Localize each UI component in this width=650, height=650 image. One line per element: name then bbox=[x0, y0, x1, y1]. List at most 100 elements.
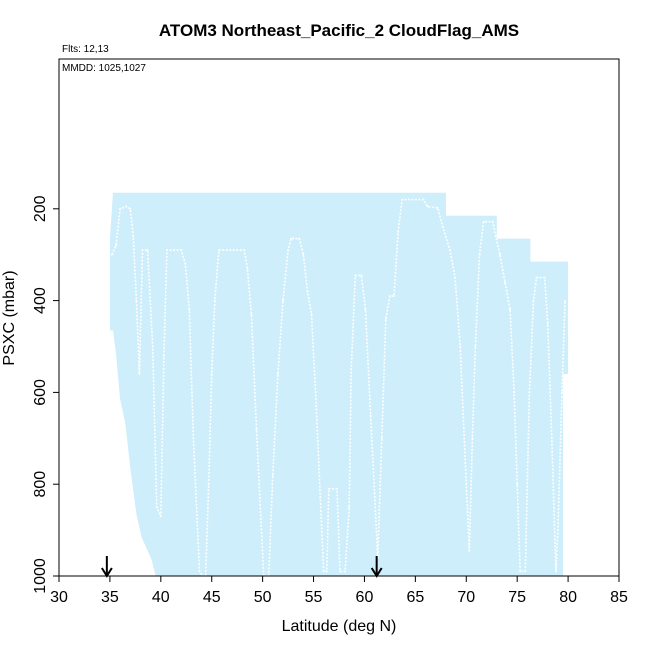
y-tick-label: 1000 bbox=[32, 558, 49, 594]
trace-point bbox=[125, 205, 128, 208]
trace-point bbox=[494, 235, 497, 238]
trace-point bbox=[561, 391, 563, 394]
dates-annotation: MMDD: 1025,1027 bbox=[62, 63, 146, 74]
x-axis: 30 35 40 45 50 55 60 65 70 75 80 85 bbox=[50, 575, 628, 606]
trace-point bbox=[339, 570, 341, 573]
trace-point bbox=[198, 570, 201, 573]
trace-point bbox=[348, 506, 351, 508]
chart-title: ATOM3 Northeast_Pacific_2 CloudFlag_AMS bbox=[159, 21, 519, 40]
trace-point bbox=[449, 249, 451, 252]
x-tick-label: 80 bbox=[559, 589, 577, 606]
trace-point bbox=[344, 570, 346, 573]
x-tick-label: 85 bbox=[610, 589, 628, 606]
y-tick-label: 400 bbox=[32, 287, 49, 314]
trace-point bbox=[271, 474, 274, 476]
trace-point bbox=[155, 506, 158, 508]
trace-point bbox=[180, 249, 183, 252]
trace-point bbox=[543, 276, 546, 279]
trace-point bbox=[471, 437, 474, 440]
trace-point bbox=[141, 249, 144, 252]
trace-point bbox=[482, 220, 485, 223]
trace-point bbox=[119, 207, 121, 210]
trace-point bbox=[336, 487, 338, 490]
trace-point bbox=[397, 230, 399, 233]
trace-point bbox=[243, 249, 246, 252]
trace-point bbox=[218, 249, 220, 252]
trace-point bbox=[422, 198, 425, 201]
flight-trace-group bbox=[111, 198, 566, 577]
x-axis-label: Latitude (deg N) bbox=[282, 618, 397, 635]
trace-point bbox=[210, 373, 213, 375]
trace-point bbox=[290, 237, 292, 240]
arrow-head bbox=[101, 567, 113, 578]
x-tick-label: 50 bbox=[254, 589, 272, 606]
trace-point bbox=[277, 373, 279, 375]
trace-point bbox=[360, 274, 363, 277]
trace-point bbox=[393, 295, 395, 297]
trace-point bbox=[454, 276, 456, 279]
trace-point bbox=[463, 437, 466, 440]
trace-point bbox=[350, 368, 353, 371]
trace-point bbox=[246, 267, 249, 270]
trace-point bbox=[499, 253, 501, 256]
x-tick-label: 65 bbox=[406, 589, 424, 606]
y-axis: 200 400 600 800 1000 bbox=[32, 195, 60, 594]
x-tick-label: 40 bbox=[152, 589, 170, 606]
trace-point bbox=[513, 391, 515, 394]
trace-point bbox=[426, 205, 429, 208]
trace-point bbox=[166, 249, 168, 252]
trace-point bbox=[474, 345, 477, 348]
trace-point bbox=[555, 570, 557, 573]
trace-point bbox=[163, 354, 165, 357]
trace-point bbox=[287, 249, 289, 252]
x-tick-label: 70 bbox=[457, 589, 475, 606]
trace-point bbox=[115, 244, 117, 247]
trace-point bbox=[468, 549, 471, 552]
trace-point bbox=[310, 313, 313, 316]
trace-point bbox=[302, 253, 305, 256]
trace-point bbox=[325, 570, 328, 573]
y-axis-label: PSXC (mbar) bbox=[1, 270, 18, 365]
trace-point bbox=[532, 299, 535, 302]
trace-point bbox=[380, 437, 383, 440]
trace-point bbox=[389, 295, 391, 297]
arrow-markers bbox=[101, 556, 383, 578]
trace-point bbox=[564, 299, 566, 302]
trace-point bbox=[546, 322, 549, 325]
trace-point bbox=[528, 391, 531, 394]
trace-point bbox=[401, 198, 403, 201]
trace-point bbox=[213, 299, 216, 302]
trace-point bbox=[151, 345, 154, 348]
trace-point bbox=[459, 345, 462, 348]
trace-point bbox=[184, 263, 187, 265]
trace-point bbox=[436, 207, 439, 209]
sampled-region-fill bbox=[109, 192, 569, 576]
trace-point bbox=[314, 391, 317, 394]
trace-point bbox=[207, 483, 210, 486]
trace-point bbox=[298, 237, 301, 240]
trace-point bbox=[557, 529, 559, 531]
trace-point bbox=[306, 290, 309, 293]
trace-point bbox=[369, 414, 372, 417]
trace-point bbox=[319, 506, 322, 508]
x-tick-label: 35 bbox=[101, 589, 119, 606]
trace-point bbox=[519, 570, 522, 573]
x-tick-label: 75 bbox=[508, 589, 526, 606]
trace-point bbox=[322, 570, 325, 573]
trace-point bbox=[192, 437, 195, 440]
sampled-region-group bbox=[109, 192, 569, 576]
trace-point bbox=[327, 487, 330, 490]
y-tick-label: 800 bbox=[32, 471, 49, 498]
trace-point bbox=[364, 308, 367, 311]
trace-point bbox=[282, 299, 284, 302]
y-tick-label: 200 bbox=[32, 195, 49, 222]
trace-point bbox=[550, 437, 553, 440]
trace-point bbox=[159, 515, 162, 518]
trace-point bbox=[384, 318, 387, 320]
trace-point bbox=[442, 226, 444, 229]
arrow-head bbox=[370, 567, 383, 578]
y-tick-label: 600 bbox=[32, 379, 49, 406]
trace-point bbox=[188, 308, 191, 311]
x-tick-label: 30 bbox=[50, 589, 68, 606]
flights-annotation: Flts: 12,13 bbox=[62, 44, 109, 55]
